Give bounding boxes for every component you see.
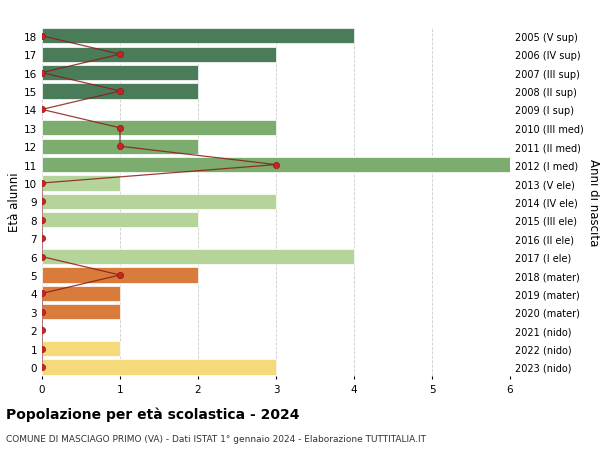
Bar <box>42 268 198 283</box>
Y-axis label: Età alunni: Età alunni <box>8 172 21 232</box>
Bar <box>42 360 276 375</box>
Bar <box>42 195 276 209</box>
Bar <box>42 140 198 154</box>
Text: Popolazione per età scolastica - 2024: Popolazione per età scolastica - 2024 <box>6 406 299 421</box>
Bar <box>42 48 276 62</box>
Bar <box>42 250 354 264</box>
Bar <box>42 66 198 81</box>
Bar <box>42 213 198 228</box>
Bar <box>42 121 276 136</box>
Bar <box>42 84 198 99</box>
Bar <box>42 341 120 356</box>
Y-axis label: Anni di nascita: Anni di nascita <box>587 158 600 246</box>
Bar <box>42 158 510 173</box>
Bar <box>42 286 120 301</box>
Bar <box>42 176 120 191</box>
Bar <box>42 29 354 44</box>
Text: COMUNE DI MASCIAGO PRIMO (VA) - Dati ISTAT 1° gennaio 2024 - Elaborazione TUTTIT: COMUNE DI MASCIAGO PRIMO (VA) - Dati IST… <box>6 434 426 443</box>
Bar <box>42 305 120 319</box>
